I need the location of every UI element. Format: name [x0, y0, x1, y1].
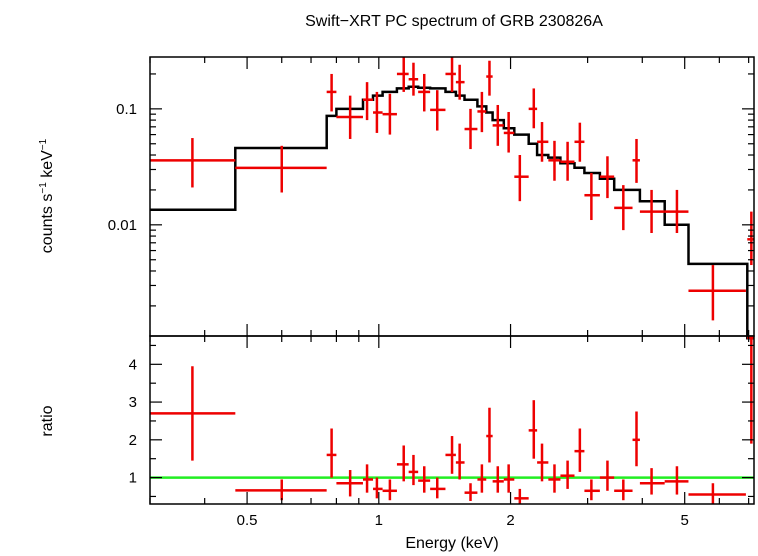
spectrum-point-16	[492, 104, 504, 146]
spectrum-point-14	[477, 91, 487, 133]
y-tick-label: 0.01	[108, 217, 137, 234]
spectrum-point-28	[639, 189, 665, 234]
spectrum-point-31	[747, 211, 754, 266]
ratio-point-21	[548, 464, 561, 493]
y-tick-label: 4	[129, 356, 137, 373]
spectrum-point-11	[445, 57, 456, 92]
bottom-panel-frame	[149, 335, 755, 505]
spectrum-point-26	[614, 185, 633, 231]
ratio-point-27	[632, 411, 640, 467]
ratio-point-30	[688, 483, 746, 504]
ratio-point-13	[464, 483, 478, 501]
ratio-point-2	[326, 428, 337, 478]
spectrum-point-29	[664, 189, 689, 234]
ratio-point-17	[503, 464, 515, 493]
ratio-point-14	[477, 464, 487, 493]
spectrum-point-10	[430, 90, 446, 131]
spectrum-point-22	[560, 141, 575, 181]
ratio-point-3	[336, 470, 363, 497]
x-tick-label: 0.5	[237, 512, 258, 529]
x-axis-label: Energy (keV)	[405, 535, 498, 552]
ratio-point-6	[382, 479, 397, 501]
ratio-point-7	[396, 445, 409, 482]
ratio-point-20	[537, 443, 549, 482]
x-tick-label: 1	[375, 512, 383, 529]
bottom-panel-ticks: 0.5 1 2 5 1 2 3 4	[129, 336, 754, 529]
ratio-point-11	[445, 436, 456, 474]
top-panel-ticks: 0.01 0.1	[108, 57, 754, 336]
ratio-point-1	[235, 479, 327, 501]
ratio-point-9	[418, 466, 431, 493]
ratio-point-29	[664, 466, 689, 495]
y-axis-label-top: counts s−1 keV−1	[38, 138, 56, 253]
spectrum-point-17	[503, 111, 515, 153]
spectrum-data-points	[150, 57, 754, 321]
ratio-point-4	[362, 464, 374, 493]
y-tick-label: 2	[129, 432, 137, 449]
spectrum-point-27	[632, 138, 640, 183]
ratio-point-10	[430, 477, 446, 499]
spectrum-point-15	[486, 60, 493, 96]
y-tick-label: 0.1	[116, 101, 137, 118]
y-axis-label-bottom: ratio	[39, 405, 56, 436]
spectrum-point-8	[408, 62, 419, 96]
ratio-data-points	[150, 336, 754, 504]
spectrum-point-3	[336, 95, 363, 139]
ratio-point-16	[492, 466, 504, 493]
spectrum-point-4	[362, 82, 374, 121]
ratio-point-8	[408, 454, 419, 486]
y-tick-label: 1	[129, 470, 137, 487]
spectrum-point-24	[584, 172, 600, 221]
ratio-point-12	[455, 443, 465, 480]
spectrum-point-20	[537, 122, 549, 162]
ratio-point-5	[373, 477, 383, 499]
spectrum-point-13	[464, 108, 478, 150]
x-tick-label: 2	[506, 512, 514, 529]
ratio-point-25	[599, 460, 615, 491]
spectrum-point-1	[235, 145, 327, 193]
y-tick-label: 3	[129, 394, 137, 411]
spectrum-point-2	[326, 73, 337, 112]
ratio-point-18	[514, 488, 529, 504]
ratio-point-24	[584, 479, 600, 501]
spectrum-point-9	[418, 73, 431, 112]
ratio-point-31	[747, 336, 754, 444]
spectrum-point-23	[574, 122, 585, 162]
top-panel-frame	[149, 56, 755, 337]
ratio-point-0	[150, 366, 236, 461]
ratio-point-23	[574, 428, 585, 472]
ratio-point-26	[614, 479, 633, 501]
ratio-point-19	[528, 400, 538, 459]
bottom-panel: 0.5 1 2 5 1 2 3 4	[129, 335, 755, 529]
spectrum-point-25	[599, 156, 615, 199]
spectrum-point-19	[528, 88, 538, 129]
spectrum-point-30	[688, 265, 746, 321]
spectrum-point-12	[455, 64, 465, 100]
spectrum-point-18	[514, 155, 529, 202]
top-panel: 0.01 0.1	[108, 56, 755, 340]
spectrum-point-6	[382, 93, 397, 135]
spectrum-point-21	[548, 140, 561, 181]
ratio-point-28	[639, 468, 665, 495]
x-tick-label: 5	[681, 512, 689, 529]
ratio-point-15	[486, 407, 493, 463]
spectrum-point-7	[396, 57, 409, 92]
spectrum-point-0	[150, 138, 236, 188]
ratio-point-22	[560, 460, 575, 489]
chart-title: Swift−XRT PC spectrum of GRB 230826A	[305, 13, 603, 30]
spectrum-point-5	[373, 91, 383, 133]
